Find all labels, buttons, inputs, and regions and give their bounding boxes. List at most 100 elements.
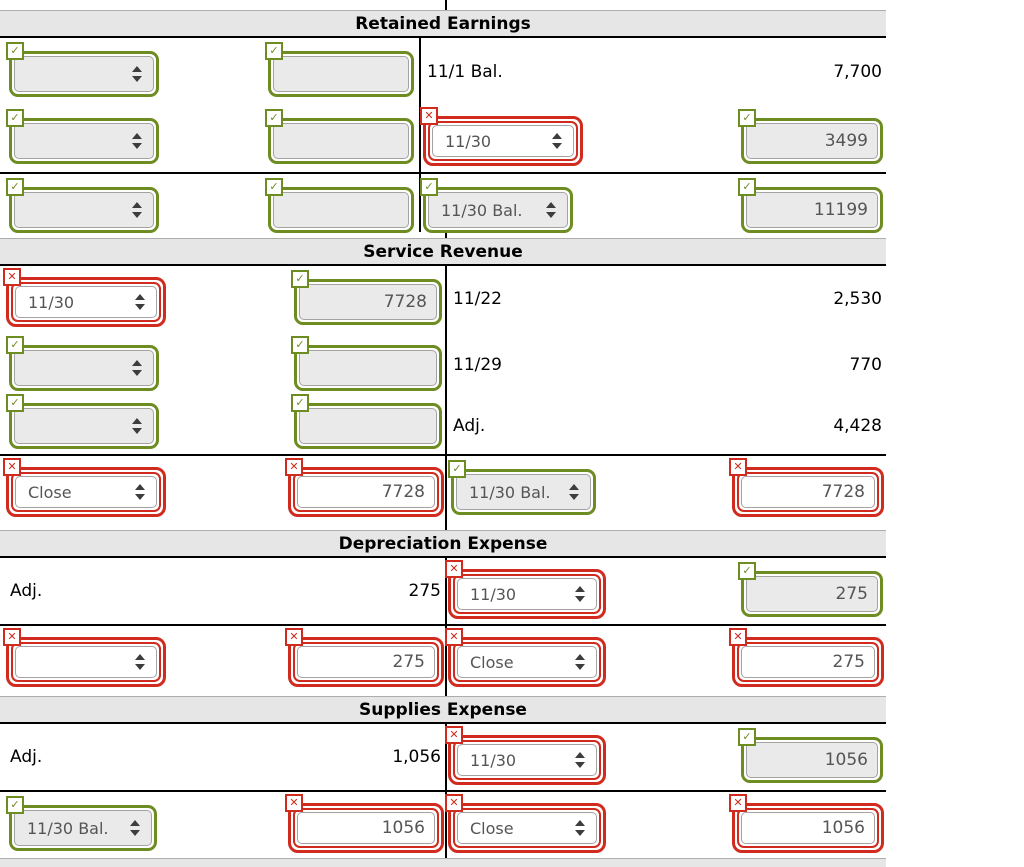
debit-entry-dropdown[interactable]: ✓ 11/30 Bal. [6,796,157,851]
credit-entry-dropdown[interactable]: ✕ 11/30 [420,107,583,166]
debit-amount-input[interactable]: ✕ 7728 [285,458,444,517]
credit-amount-input[interactable]: ✓ 1056 [738,728,883,783]
spinner-icon [135,654,145,670]
credit-entry-label: 11/29 [453,355,502,375]
credit-amount-input[interactable]: ✓ 11199 [738,178,883,233]
correct-badge: ✓ [291,270,309,288]
credit-amount-input[interactable]: ✕ 7728 [729,458,884,517]
credit-entry-dropdown[interactable]: ✓ 11/30 Bal. [420,178,573,233]
t-account-divider [445,522,447,530]
section-gap [0,522,886,530]
credit-amount-text: 7,700 [833,61,882,82]
incorrect-badge: ✕ [729,794,747,812]
account-row: Adj. 1,056 ✕ 11/30 ✓ 1056 [0,724,886,790]
credit-amount-text: 770 [849,355,882,375]
section-gap [0,0,886,10]
credit-entry-dropdown[interactable]: ✕ 11/30 [445,726,606,785]
debit-entry-dropdown[interactable]: ✓ [6,336,159,391]
credit-entry-dropdown[interactable]: ✕ 11/30 [445,560,606,619]
spinner-icon [132,133,142,149]
debit-amount-input[interactable]: ✓ [265,178,414,233]
credit-amount-input[interactable]: ✕ 275 [729,628,884,687]
t-account-depreciation-expense: Depreciation Expense Adj. 275 ✕ 11/30 ✓ … [0,530,886,688]
correct-badge: ✓ [6,42,24,60]
credit-entry-dropdown[interactable]: ✕ Close [445,794,606,853]
balance-row: ✓ ✓ ✓ 11/30 Bal. ✓ 11199 [0,172,886,233]
account-title: Supplies Expense [0,696,886,724]
incorrect-badge: ✕ [445,726,463,744]
spinner-icon [135,294,145,310]
credit-entry-dropdown[interactable]: ✓ 11/30 Bal. [448,460,596,515]
incorrect-badge: ✕ [729,628,747,646]
credit-amount-input[interactable]: ✓ 275 [738,562,883,617]
correct-badge: ✓ [6,394,24,412]
credit-entry-label: 11/1 Bal. [427,61,503,82]
closing-row: ✕ ✕ 275 ✕ Close ✕ 275 [0,624,886,688]
debit-amount-text: 1,056 [392,747,441,767]
debit-amount-input[interactable]: ✓ [265,109,414,164]
spinner-icon [130,820,140,836]
t-account-divider [445,558,447,688]
debit-entry-dropdown[interactable]: ✓ [6,178,159,233]
debit-entry-dropdown[interactable]: ✕ 11/30 [3,268,166,327]
account-row: ✓ ✓ 11/29 770 [0,332,886,398]
debit-amount-text: 275 [408,581,441,601]
incorrect-badge: ✕ [285,794,303,812]
debit-entry-dropdown[interactable]: ✕ [3,628,166,687]
t-account-divider [445,852,447,858]
incorrect-badge: ✕ [3,628,21,646]
debit-amount-input[interactable]: ✕ 275 [285,628,444,687]
incorrect-badge: ✕ [445,628,463,646]
incorrect-badge: ✕ [3,268,21,286]
next-section-header-partial [0,858,886,867]
correct-badge: ✓ [265,109,283,127]
credit-entry-label: Adj. [453,416,486,436]
correct-badge: ✓ [738,728,756,746]
correct-badge: ✓ [738,178,756,196]
incorrect-badge: ✕ [420,107,438,125]
debit-amount-input[interactable]: ✕ 1056 [285,794,444,853]
spinner-icon [135,484,145,500]
spinner-icon [132,418,142,434]
correct-badge: ✓ [420,178,438,196]
incorrect-badge: ✕ [3,458,21,476]
account-title: Retained Earnings [0,10,886,38]
credit-entry-label: 11/22 [453,289,502,309]
section-gap [0,688,886,696]
credit-amount-text: 2,530 [833,289,882,309]
t-account-divider [445,0,447,10]
closing-row: ✓ 11/30 Bal. ✕ 1056 ✕ Close ✕ 1056 [0,790,886,853]
spinner-icon [569,484,579,500]
credit-entry-dropdown[interactable]: ✕ Close [445,628,606,687]
correct-badge: ✓ [265,42,283,60]
t-account-divider [445,688,447,696]
account-title: Service Revenue [0,238,886,266]
debit-amount-input[interactable]: ✓ 7728 [291,270,442,325]
debit-amount-input[interactable]: ✓ [265,42,414,97]
incorrect-badge: ✕ [445,794,463,812]
debit-entry-dropdown[interactable]: ✓ [6,109,159,164]
credit-amount-input[interactable]: ✓ 3499 [738,109,883,164]
correct-badge: ✓ [738,562,756,580]
credit-amount-text: 4,428 [833,416,882,436]
debit-amount-input[interactable]: ✓ [291,336,442,391]
t-account-service-revenue: Service Revenue ✕ 11/30 ✓ 7728 11/22 2,5… [0,238,886,522]
correct-badge: ✓ [6,336,24,354]
debit-entry-dropdown[interactable]: ✓ [6,394,159,449]
t-account-divider [445,266,447,522]
correct-badge: ✓ [448,460,466,478]
debit-entry-dropdown[interactable]: ✕ Close [3,458,166,517]
debit-amount-input[interactable]: ✓ [291,394,442,449]
spinner-icon [546,202,556,218]
t-account-retained-earnings: Retained Earnings ✓ ✓ 11/1 Bal. 7,700 ✓ [0,10,886,233]
correct-badge: ✓ [291,394,309,412]
correct-badge: ✓ [265,178,283,196]
debit-entry-dropdown[interactable]: ✓ [6,42,159,97]
debit-entry-label: Adj. [10,747,43,767]
correct-badge: ✓ [6,796,24,814]
section-gap [0,852,886,858]
t-account-divider [445,232,447,238]
debit-entry-label: Adj. [10,581,43,601]
correct-badge: ✓ [6,178,24,196]
credit-amount-input[interactable]: ✕ 1056 [729,794,884,853]
